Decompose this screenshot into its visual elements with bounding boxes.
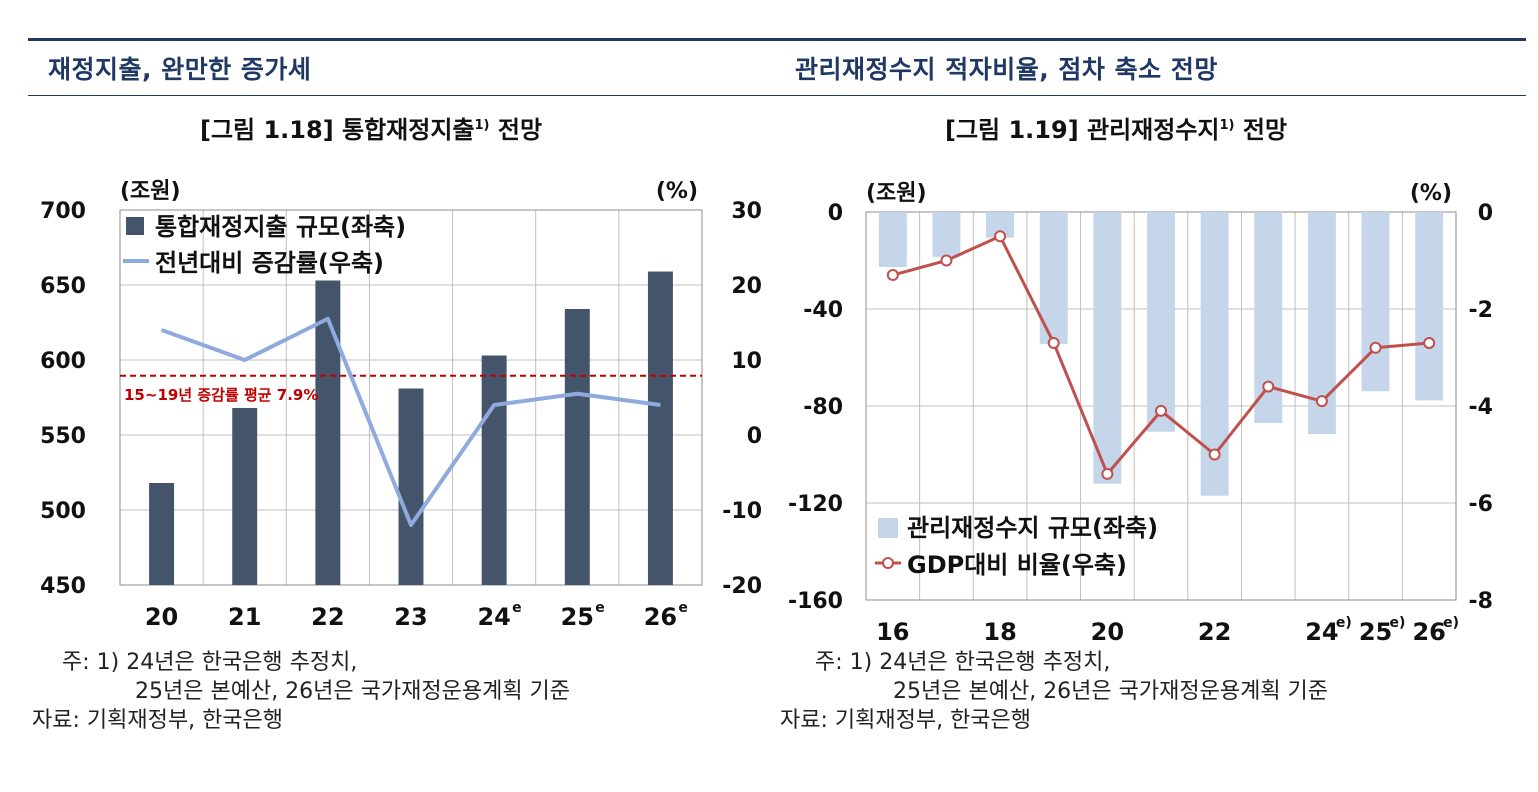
y-left-unit: (조원): [120, 179, 181, 204]
x-tick-label: 22: [1198, 618, 1231, 645]
y-right-tick-label: 0: [747, 424, 762, 449]
line-point: [1155, 404, 1167, 417]
y-right-tick-label: 0: [1478, 201, 1493, 226]
right-note-1: 주: 1) 24년은 한국은행 추정치,: [815, 650, 1111, 675]
bar: [315, 280, 341, 585]
y-left-tick-label: 550: [40, 424, 86, 449]
x-tick-label: 21: [228, 603, 261, 631]
line-point: [1262, 380, 1275, 393]
top-rule: [28, 38, 1526, 41]
x-tick-label: 26: [1412, 618, 1445, 645]
x-tick-label: 22: [311, 603, 344, 631]
bar: [1147, 212, 1175, 432]
y-left-unit: (조원): [866, 181, 927, 206]
y-right-tick-label: 20: [731, 274, 762, 299]
x-tick-label: 16: [876, 618, 909, 645]
line-point: [1423, 336, 1436, 349]
right-source: 자료: 기획재정부, 한국은행: [780, 708, 1032, 733]
y-right-tick-label: 30: [731, 199, 762, 224]
x-tick-label: 18: [983, 618, 1016, 645]
left-note-1: 주: 1) 24년은 한국은행 추정치,: [62, 650, 358, 675]
left-note-2: 25년은 본예산, 26년은 국가재정운용계획 기준: [135, 679, 571, 704]
bar: [1361, 212, 1390, 392]
legend-bar-swatch: [878, 518, 898, 538]
bar: [481, 355, 507, 585]
left-figure-title: [그림 1.18] 통합재정지출1) 전망: [200, 116, 543, 144]
right-note-2: 25년은 본예산, 26년은 국가재정운용계획 기준: [893, 679, 1329, 704]
y-right-unit: (%): [656, 179, 698, 204]
x-tick-sup: e): [1336, 615, 1352, 631]
x-tick-label: 23: [394, 603, 427, 631]
y-right-tick-label: -8: [1469, 589, 1493, 614]
right-figure-title: [그림 1.19] 관리재정수지1) 전망: [945, 116, 1288, 144]
y-right-tick-label: -2: [1469, 298, 1493, 323]
left-section-title: 재정지출, 완만한 증가세: [48, 55, 312, 84]
y-left-tick-label: 450: [40, 574, 86, 599]
right-section-title: 관리재정수지 적자비율, 점차 축소 전망: [795, 55, 1218, 84]
section-underline: [28, 95, 1526, 96]
y-left-tick-label: -80: [803, 395, 843, 420]
y-right-tick-label: -6: [1469, 492, 1493, 517]
x-tick-label: 24: [477, 603, 510, 631]
series-line: [160, 316, 661, 527]
line-point: [940, 254, 953, 267]
x-tick-label: 25: [561, 603, 594, 631]
line-point: [1369, 341, 1382, 354]
bar: [878, 212, 907, 268]
y-right-tick-label: 10: [731, 349, 762, 374]
line-point: [1047, 336, 1060, 349]
legend-bar-label: 관리재정수지 규모(좌축): [907, 514, 1158, 542]
y-right-tick-label: -4: [1469, 395, 1493, 420]
x-tick-label: 20: [145, 603, 178, 631]
legend-line-label: GDP대비 비율(우축): [907, 551, 1127, 579]
x-tick-sup: e: [678, 600, 688, 616]
y-left-tick-label: 0: [828, 201, 843, 226]
left-chart: 700 650 600 550 500 450 30 20 10 0 -10 -20 (조원) (%) 20…: [40, 179, 762, 631]
y-left-tick-label: 500: [40, 499, 86, 524]
x-tick-label: 25: [1359, 618, 1392, 645]
legend-line-marker: [882, 557, 894, 569]
x-tick-label: 24: [1305, 618, 1338, 645]
legend-bar-swatch: [126, 217, 144, 235]
bar: [398, 388, 424, 585]
y-right-tick-label: -10: [722, 499, 762, 524]
line-point: [994, 230, 1007, 243]
x-tick-sup: e): [1390, 615, 1406, 631]
bar: [232, 408, 258, 585]
legend-bar-label: 통합재정지출 규모(좌축): [155, 213, 406, 241]
y-left-tick-label: -40: [803, 298, 843, 323]
bar: [564, 309, 590, 585]
x-tick-sup: e): [1443, 615, 1459, 631]
y-left-tick-label: -160: [788, 589, 843, 614]
line-point: [1315, 395, 1328, 408]
right-chart: 0 -40 -80 -120 -160 0 -2 -4 -6 -8 (조원) (%) 16 18 20 22 2…: [788, 181, 1493, 645]
line-point: [1101, 467, 1114, 480]
y-left-tick-label: 700: [40, 199, 86, 224]
y-left-tick-label: 600: [40, 349, 86, 374]
line-point: [1208, 448, 1221, 461]
legend-line-label: 전년대비 증감률(우축): [155, 249, 384, 277]
bar: [1093, 212, 1122, 484]
bar: [932, 212, 961, 257]
x-tick-label: 20: [1091, 618, 1124, 645]
left-source: 자료: 기획재정부, 한국은행: [32, 708, 284, 733]
x-tick-sup: e: [595, 600, 605, 616]
x-tick-label: 26: [644, 603, 677, 631]
x-tick-sup: e: [512, 600, 522, 616]
bar: [647, 271, 673, 585]
bar: [149, 483, 175, 585]
bar: [1415, 212, 1444, 401]
reference-line-label: 15~19년 증감률 평균 7.9%: [124, 386, 318, 404]
y-left-tick-label: 650: [40, 274, 86, 299]
y-left-tick-label: -120: [788, 492, 843, 517]
y-right-unit: (%): [1410, 181, 1452, 206]
y-right-tick-label: -20: [722, 574, 762, 599]
line-point: [886, 269, 899, 282]
